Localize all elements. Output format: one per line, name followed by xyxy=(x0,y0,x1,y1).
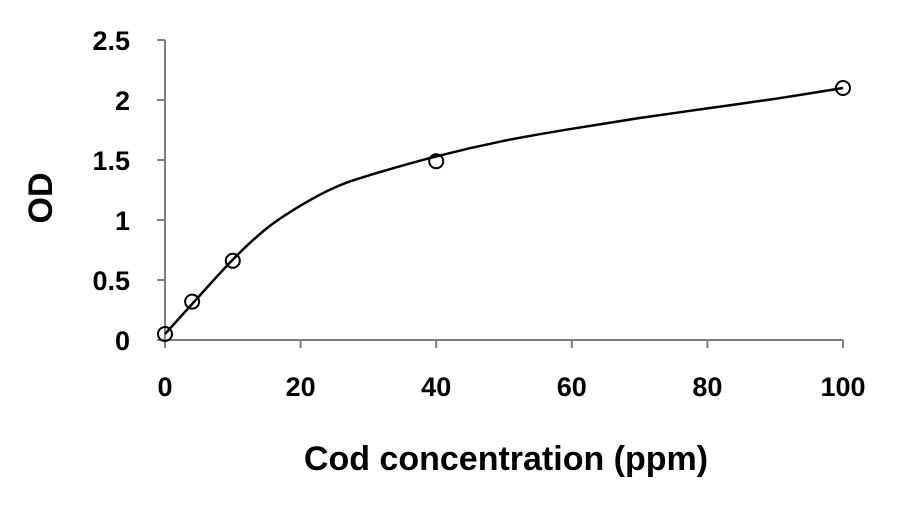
x-tick-label: 40 xyxy=(421,372,451,402)
x-tick-label: 80 xyxy=(692,372,722,402)
data-point xyxy=(428,153,445,170)
y-axis-title: OD xyxy=(22,173,60,224)
tick-labels: 0 0.5 1 1.5 2 2.5 0 20 40 60 80 100 xyxy=(92,26,865,402)
data-point xyxy=(184,293,201,310)
y-tick-label: 2 xyxy=(115,86,130,116)
data-point xyxy=(157,326,173,342)
data-points xyxy=(157,80,851,342)
y-tick-label: 1 xyxy=(115,206,130,236)
x-tick-label: 60 xyxy=(557,372,587,402)
x-axis-title: Cod concentration (ppm) xyxy=(304,440,708,478)
y-tick-label: 0 xyxy=(115,326,130,356)
y-tick-label: 0.5 xyxy=(92,266,130,296)
y-tick-label: 2.5 xyxy=(92,26,130,56)
y-tick-label: 1.5 xyxy=(92,146,130,176)
fit-curve-group xyxy=(164,86,844,335)
data-point xyxy=(835,80,851,96)
x-tick-label: 100 xyxy=(820,372,865,402)
x-tick-label: 20 xyxy=(286,372,316,402)
fit-curve xyxy=(164,86,844,335)
axes xyxy=(157,39,844,348)
x-tick-label: 0 xyxy=(157,372,172,402)
data-point xyxy=(224,252,241,269)
